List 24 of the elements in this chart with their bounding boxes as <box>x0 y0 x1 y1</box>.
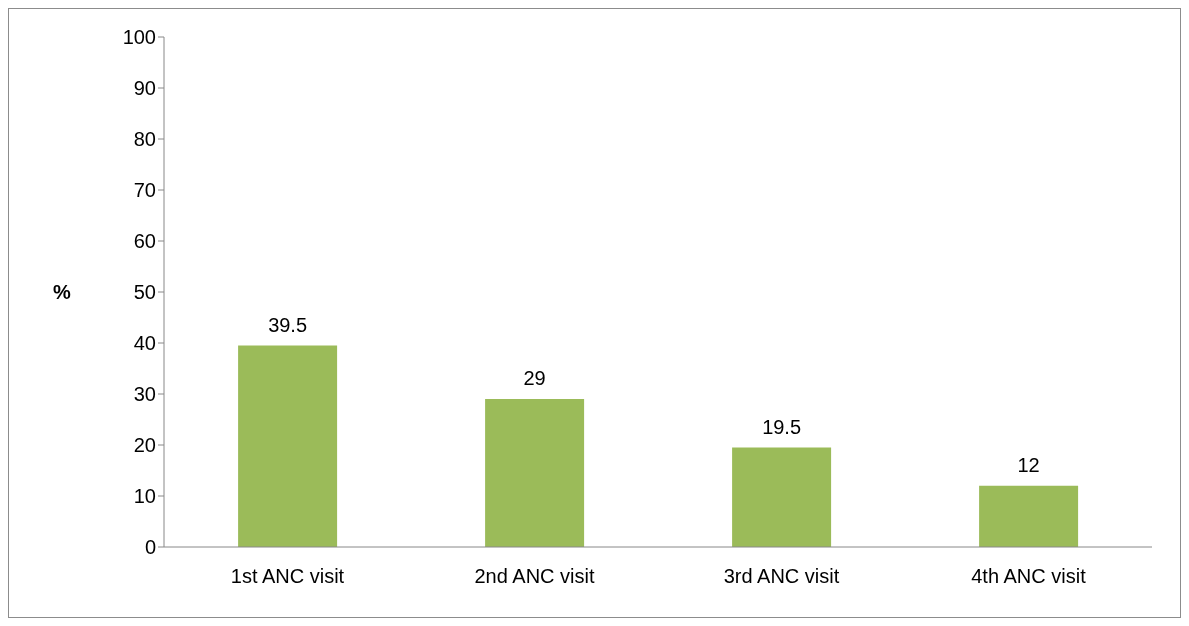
data-label: 19.5 <box>762 415 802 438</box>
x-tick-label: 3rd ANC visit <box>723 565 840 588</box>
bar <box>979 485 1079 547</box>
y-tick-label: 40 <box>133 332 156 355</box>
y-tick-label: 100 <box>122 26 156 49</box>
bar <box>238 345 338 547</box>
x-tick-label: 4th ANC visit <box>971 565 1087 588</box>
y-tick-label: 60 <box>133 230 156 253</box>
y-axis-title: % <box>53 281 71 304</box>
y-tick-label: 70 <box>133 179 156 202</box>
bar <box>732 447 832 547</box>
x-tick-label: 2nd ANC visit <box>474 565 595 588</box>
y-tick-label: 50 <box>133 281 156 304</box>
y-tick-label: 10 <box>133 485 156 508</box>
y-tick-label: 0 <box>144 536 156 559</box>
data-label: 12 <box>1017 453 1040 476</box>
data-label: 39.5 <box>268 313 308 336</box>
y-tick-label: 80 <box>133 128 156 151</box>
data-label: 29 <box>523 367 546 390</box>
y-tick-label: 30 <box>133 383 156 406</box>
x-tick-label: 1st ANC visit <box>230 565 345 588</box>
y-tick-label: 90 <box>133 77 156 100</box>
y-tick-label: 20 <box>133 434 156 457</box>
bar <box>485 399 585 547</box>
